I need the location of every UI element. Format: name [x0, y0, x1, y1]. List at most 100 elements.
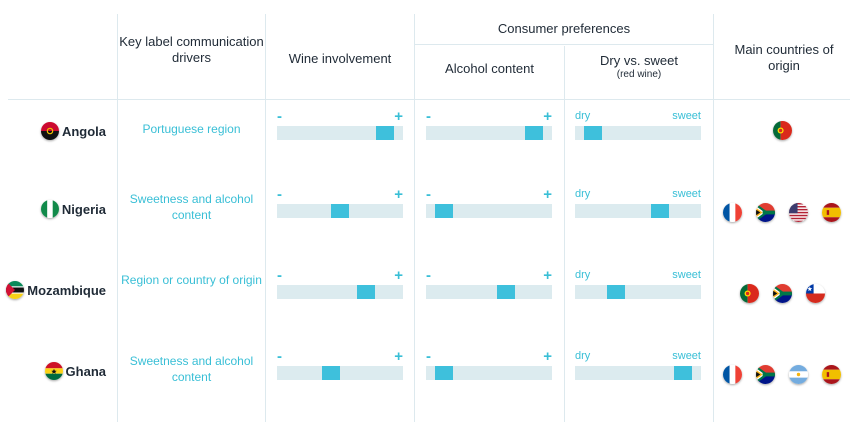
scale-track — [426, 366, 552, 380]
origin-flags — [714, 121, 850, 140]
country-name: Ghana — [65, 363, 106, 379]
table-row: Ghana Sweetness and alcohol content - + - + dr… — [0, 345, 850, 405]
scale-track — [277, 285, 403, 299]
scale-marker — [435, 366, 453, 380]
scale-marker — [525, 126, 543, 140]
involvement-scale: - + — [277, 267, 403, 313]
portugal-flag-icon — [739, 284, 759, 303]
scale-high-label: sweet — [672, 269, 701, 281]
involvement-scale: - + — [277, 186, 403, 232]
scale-track — [277, 126, 403, 140]
table-row: Angola Portuguese region - + - + dry sweet — [0, 105, 850, 165]
origin-flags — [714, 203, 850, 222]
scale-marker — [651, 204, 669, 218]
header-involvement: Wine involvement — [266, 51, 414, 67]
scale-marker — [497, 285, 515, 299]
header-row-divider — [8, 99, 850, 100]
country-cell: Angola — [0, 105, 106, 165]
portugal-flag-icon — [772, 121, 792, 140]
scale-low-label: dry — [575, 110, 591, 122]
table-row: Mozambique Region or country of origin - + -… — [0, 264, 850, 324]
scale-high-label: + — [543, 108, 552, 125]
driver-text: Portuguese region — [142, 122, 241, 136]
involvement-scale: - + — [277, 348, 403, 394]
origin-flags — [714, 284, 850, 303]
header-drivers: Key label communication drivers — [118, 34, 265, 66]
spain-flag-icon — [822, 365, 841, 384]
scale-marker — [331, 204, 349, 218]
country-nigeria: Nigeria — [40, 200, 106, 218]
country-cell: Mozambique — [0, 264, 106, 324]
header-origin-label: Main countries of origin — [734, 42, 834, 73]
dry-sweet-scale: dry sweet — [575, 269, 701, 313]
scale-marker — [584, 126, 602, 140]
column-divider — [117, 14, 118, 422]
scale-low-label: dry — [575, 188, 591, 200]
header-involvement-label: Wine involvement — [288, 51, 392, 66]
scale-high-label: sweet — [672, 350, 701, 362]
header-origin: Main countries of origin — [724, 42, 844, 74]
scale-low-label: - — [277, 348, 282, 365]
spain-flag-icon — [822, 203, 841, 222]
ghana-flag-icon — [44, 362, 63, 380]
dry-sweet-scale: dry sweet — [575, 110, 701, 154]
scale-track — [575, 285, 701, 299]
scale-high-label: + — [394, 108, 403, 125]
south-africa-flag-icon — [772, 284, 792, 303]
dry-sweet-scale: dry sweet — [575, 350, 701, 394]
header-dry-sweet-sub: (red wine) — [616, 69, 662, 80]
alcohol-scale: - + — [426, 267, 552, 313]
scale-track — [277, 366, 403, 380]
scale-high-label: + — [543, 186, 552, 203]
header-drivers-label: Key label communication drivers — [119, 34, 264, 65]
scale-high-label: + — [394, 186, 403, 203]
scale-low-label: - — [277, 108, 282, 125]
scale-marker — [435, 204, 453, 218]
column-divider — [265, 14, 266, 422]
scale-track — [426, 285, 552, 299]
involvement-scale: - + — [277, 108, 403, 154]
angola-flag-icon — [40, 122, 59, 140]
scale-marker — [376, 126, 394, 140]
origin-flags — [714, 365, 850, 384]
scale-high-label: sweet — [672, 110, 701, 122]
driver-text: Region or country of origin — [121, 273, 262, 287]
scale-high-label: + — [543, 267, 552, 284]
scale-track — [277, 204, 403, 218]
scale-marker — [357, 285, 375, 299]
alcohol-scale: - + — [426, 186, 552, 232]
alcohol-scale: - + — [426, 348, 552, 394]
header-consumer-preferences: Consumer preferences — [415, 21, 713, 37]
mozambique-flag-icon — [6, 281, 25, 299]
scale-high-label: + — [394, 348, 403, 365]
country-angola: Angola — [40, 122, 106, 140]
scale-low-label: - — [277, 267, 282, 284]
column-divider — [564, 46, 565, 422]
header-dry-sweet: Dry vs. sweet (red wine) — [565, 53, 713, 81]
scale-marker — [607, 285, 625, 299]
south-africa-flag-icon — [756, 365, 775, 384]
scale-low-label: dry — [575, 269, 591, 281]
scale-low-label: - — [426, 267, 431, 284]
france-flag-icon — [723, 365, 742, 384]
scale-marker — [322, 366, 340, 380]
chile-flag-icon — [805, 284, 825, 303]
scale-track — [426, 204, 552, 218]
scale-high-label: + — [543, 348, 552, 365]
alcohol-scale: - + — [426, 108, 552, 154]
country-name: Mozambique — [27, 282, 106, 298]
argentina-flag-icon — [789, 365, 808, 384]
scale-low-label: - — [426, 186, 431, 203]
dry-sweet-scale: dry sweet — [575, 188, 701, 232]
header-divider — [414, 44, 713, 45]
column-divider — [713, 14, 714, 422]
column-divider — [414, 14, 415, 422]
scale-low-label: - — [426, 348, 431, 365]
table-row: Nigeria Sweetness and alcohol content - + - +… — [0, 183, 850, 243]
scale-track — [575, 204, 701, 218]
header-alcohol-label: Alcohol content — [445, 61, 534, 76]
header-consumer-preferences-label: Consumer preferences — [497, 21, 631, 36]
scale-high-label: + — [394, 267, 403, 284]
south-africa-flag-icon — [756, 203, 775, 222]
scale-low-label: dry — [575, 350, 591, 362]
